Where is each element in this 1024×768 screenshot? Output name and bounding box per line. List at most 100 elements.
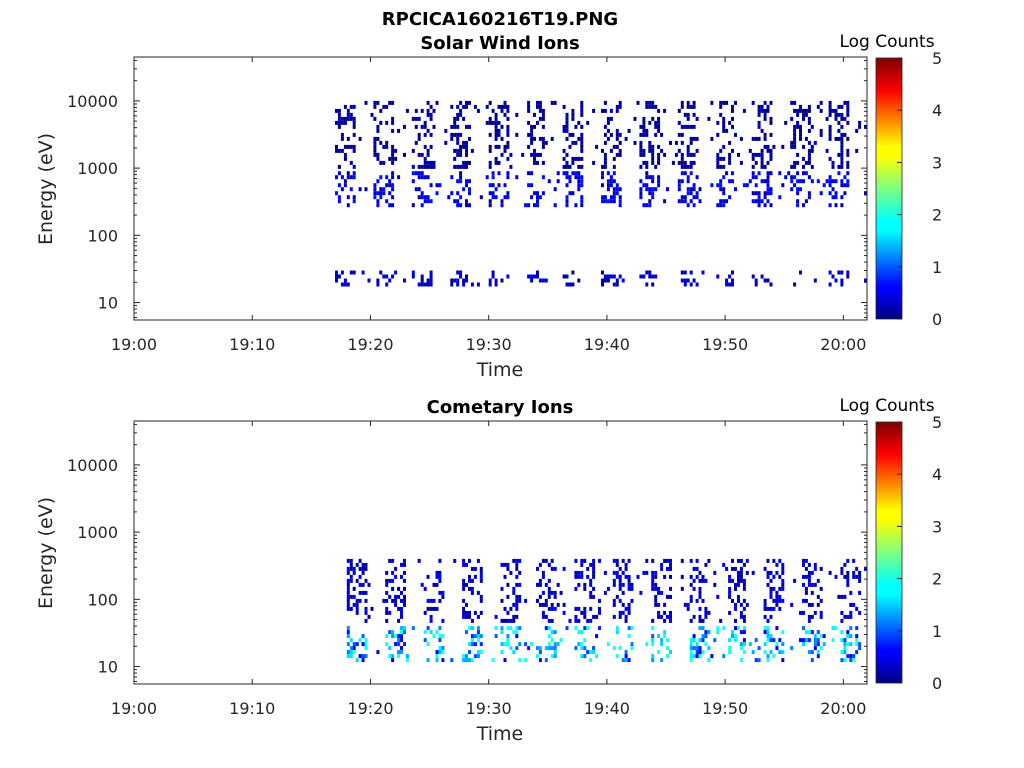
spectrogram-cell	[459, 144, 463, 149]
spectrogram-cell	[645, 270, 649, 275]
x-tick-label: 19:30	[466, 335, 512, 354]
spectrogram-cell	[654, 586, 658, 591]
spectrogram-cell	[417, 187, 421, 192]
spectrogram-cell	[734, 582, 737, 587]
spectrogram-cell	[361, 654, 365, 659]
spectrogram-cell	[512, 618, 516, 623]
spectrogram-cell	[488, 199, 492, 204]
spectrogram-cell	[506, 175, 510, 180]
spectrogram-cell	[766, 558, 770, 563]
spectrogram-cell	[355, 606, 359, 611]
spectrogram-cell	[719, 156, 723, 161]
spectrogram-cell	[766, 634, 770, 639]
spectrogram-cell	[855, 606, 859, 611]
spectrogram-cell	[447, 195, 451, 200]
spectrogram-cell	[775, 642, 779, 647]
spectrogram-cell	[698, 650, 702, 655]
spectrogram-cell	[852, 654, 856, 659]
spectrogram-cell	[822, 642, 826, 647]
spectrogram-cell	[438, 650, 442, 655]
spectrogram-cell	[666, 638, 669, 643]
spectrogram-cell	[598, 606, 601, 611]
spectrogram-cell	[846, 108, 850, 113]
spectrogram-cell	[716, 183, 720, 188]
spectrogram-cell	[624, 658, 628, 663]
spectrogram-cell	[680, 100, 684, 105]
spectrogram-cell	[541, 160, 545, 165]
spectrogram-cell	[686, 606, 690, 611]
spectrogram-cell	[828, 128, 832, 133]
spectrogram-cell	[400, 610, 403, 615]
spectrogram-cell	[657, 634, 661, 639]
spectrogram-cell	[719, 199, 723, 204]
spectrogram-cell	[346, 570, 350, 575]
spectrogram-cell	[432, 606, 436, 611]
spectrogram-cell	[429, 630, 433, 635]
spectrogram-cell	[707, 558, 711, 563]
spectrogram-cell	[864, 191, 867, 196]
spectrogram-cell	[388, 594, 392, 599]
spectrogram-cell	[515, 594, 519, 599]
spectrogram-cell	[465, 179, 468, 184]
spectrogram-cell	[810, 124, 814, 129]
spectrogram-cell	[689, 187, 693, 192]
spectrogram-cell	[476, 558, 480, 563]
spectrogram-cell	[506, 634, 510, 639]
spectrogram-cell	[450, 136, 454, 141]
spectrogram-cell	[618, 132, 622, 137]
spectrogram-cell	[379, 140, 383, 145]
spectrogram-cell	[527, 171, 531, 176]
spectrogram-cell	[488, 203, 492, 208]
spectrogram-cell	[349, 116, 353, 121]
spectrogram-cell	[719, 187, 723, 192]
spectrogram-cell	[618, 586, 622, 591]
spectrogram-cell	[686, 278, 690, 283]
spectrogram-cell	[698, 606, 702, 611]
spectrogram-cell	[843, 646, 847, 651]
spectrogram-cell	[645, 570, 649, 575]
spectrogram-cell	[355, 562, 359, 567]
spectrogram-cell	[669, 594, 672, 599]
spectrogram-cell	[459, 274, 463, 279]
spectrogram-cell	[840, 570, 844, 575]
spectrogram-cell	[618, 195, 622, 200]
spectrogram-cell	[346, 594, 350, 599]
spectrogram-cell	[391, 187, 395, 192]
spectrogram-cell	[766, 160, 770, 165]
spectrogram-cell	[683, 164, 687, 169]
spectrogram-cell	[391, 654, 395, 659]
spectrogram-cell	[757, 195, 761, 200]
spectrogram-cell	[335, 148, 338, 153]
spectrogram-cell	[512, 614, 516, 619]
spectrogram-cell	[606, 179, 610, 184]
spectrogram-cell	[426, 642, 430, 647]
spectrogram-cell	[358, 566, 362, 571]
spectrogram-cell	[648, 274, 652, 279]
spectrogram-cell	[615, 128, 619, 133]
spectrogram-cell	[793, 132, 797, 137]
spectrogram-cell	[550, 136, 554, 141]
spectrogram-cell	[722, 191, 726, 196]
spectrogram-cell	[494, 278, 498, 283]
spectrogram-cell	[538, 136, 542, 141]
spectrogram-cell	[417, 132, 421, 137]
spectrogram-cell	[804, 566, 808, 571]
spectrogram-cell	[669, 586, 672, 591]
spectrogram-cell	[677, 199, 681, 204]
spectrogram-cell	[802, 610, 805, 615]
spectrogram-cell	[556, 642, 560, 647]
x-axis-ticks: 19:00 19:10 19:20 19:30 19:40 19:50 20:00	[111, 57, 866, 354]
spectrogram-cell	[639, 195, 643, 200]
spectrogram-cell	[677, 183, 681, 188]
spectrogram-cell	[843, 642, 847, 647]
spectrogram-cell	[583, 614, 587, 619]
spectrogram-cell	[453, 199, 457, 204]
spectrogram-cell	[544, 598, 548, 603]
colorbar	[875, 421, 903, 684]
spectrogram-cell	[754, 638, 758, 643]
spectrogram-cell	[491, 658, 495, 663]
spectrogram-cell	[689, 598, 693, 603]
spectrogram-cell	[426, 164, 430, 169]
spectrogram-cell	[757, 152, 761, 157]
spectrogram-cell	[450, 124, 454, 129]
